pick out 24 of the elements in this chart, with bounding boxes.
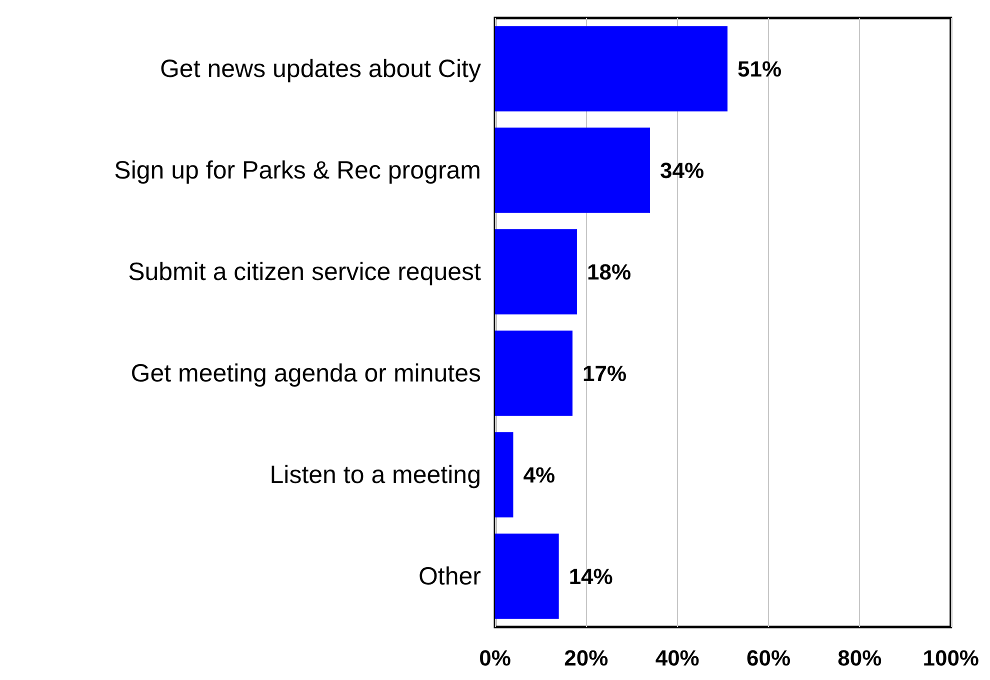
- data-label: 18%: [587, 259, 632, 284]
- bar: [495, 229, 578, 314]
- x-tick-label: 100%: [922, 646, 980, 670]
- y-tick-label: Get news updates about City: [160, 54, 482, 83]
- bar: [495, 330, 572, 416]
- y-tick-label: Listen to a meeting: [270, 460, 481, 489]
- y-tick-label: Sign up for Parks & Rec program: [114, 156, 481, 184]
- data-label: 14%: [568, 564, 613, 589]
- x-tick-label: 0%: [479, 646, 511, 670]
- data-label: 4%: [523, 462, 556, 488]
- data-label: 51%: [737, 56, 782, 82]
- bar: [495, 26, 728, 112]
- x-tick-label: 20%: [564, 646, 608, 670]
- x-tick-label: 80%: [838, 646, 882, 670]
- bar: [495, 432, 514, 518]
- bar: [495, 534, 559, 619]
- data-label: 34%: [660, 158, 704, 183]
- x-tick-label: 60%: [746, 646, 791, 670]
- y-tick-label: Get meeting agenda or minutes: [130, 359, 481, 388]
- y-tick-label: Other: [418, 562, 481, 590]
- data-label: 17%: [582, 360, 627, 386]
- y-tick-label: Submit a citizen service request: [128, 258, 482, 286]
- x-tick-label: 40%: [655, 646, 700, 670]
- bar: [495, 128, 650, 213]
